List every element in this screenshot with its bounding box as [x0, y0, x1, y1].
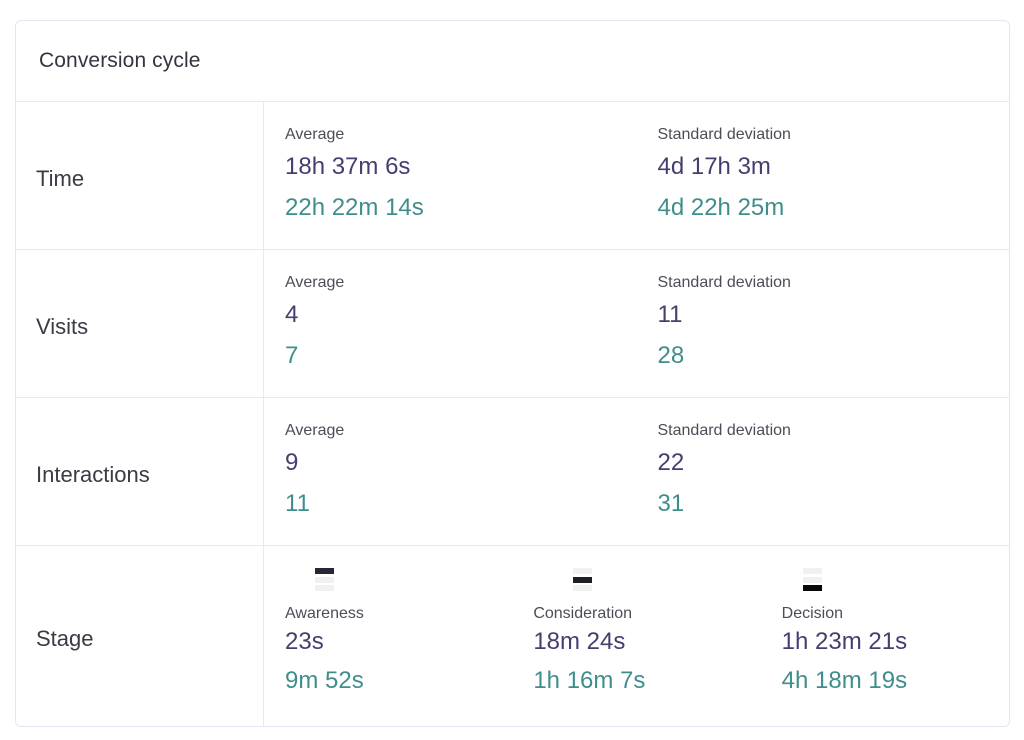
row-label-cell: Interactions — [16, 398, 264, 545]
metric-standard-deviation: Standard deviation 4d 17h 3m 4d 22h 25m — [637, 102, 1010, 249]
conversion-cycle-card: Conversion cycle Time Average 18h 37m 6s… — [15, 20, 1010, 727]
stage-secondary-value: 9m 52s — [285, 667, 364, 694]
metric-standard-deviation: Standard deviation 22 31 — [637, 398, 1010, 545]
funnel-stage-bottom-icon — [802, 568, 822, 591]
funnel-bar-top — [802, 568, 822, 574]
stage-primary-value: 1h 23m 21s — [781, 628, 908, 655]
row-label: Interactions — [36, 461, 150, 487]
card-title: Conversion cycle — [39, 49, 201, 72]
metric-secondary-value: 22h 22m 14s — [285, 194, 424, 221]
funnel-bar-middle — [314, 576, 334, 583]
stage-decision: Decision 1h 23m 21s 4h 18m 19s — [761, 546, 1009, 726]
row-label-cell: Visits — [16, 250, 264, 397]
row-content: Average 4 7 Standard deviation 11 28 — [264, 250, 1009, 397]
funnel-stage-middle-icon — [573, 568, 593, 591]
metric-primary-value: 11 — [657, 301, 683, 328]
funnel-bar-middle — [802, 576, 822, 583]
stage-head: Decision — [782, 568, 843, 623]
metric-label: Average — [285, 422, 345, 439]
metric-primary-value: 4d 17h 3m — [657, 153, 771, 180]
stage-secondary-value: 4h 18m 19s — [781, 667, 908, 694]
row-label: Stage — [36, 626, 94, 651]
table-row-time: Time Average 18h 37m 6s 22h 22m 14s Stan… — [16, 102, 1009, 250]
metric-primary-value: 9 — [285, 449, 299, 476]
metric-label: Average — [285, 126, 345, 143]
table-row-stage: Stage Awareness 23s 9m 52s — [16, 546, 1009, 726]
stage-name: Decision — [781, 605, 844, 622]
funnel-bar-middle — [573, 576, 593, 583]
table-row-visits: Visits Average 4 7 Standard deviation 11… — [16, 250, 1009, 398]
metric-primary-value: 22 — [657, 449, 685, 476]
metric-standard-deviation: Standard deviation 11 28 — [637, 250, 1010, 397]
funnel-bar-top — [314, 568, 334, 574]
row-content: Average 9 11 Standard deviation 22 31 — [264, 398, 1009, 545]
stage-head: Awareness — [285, 568, 364, 623]
card-header: Conversion cycle — [16, 21, 1009, 102]
row-label-cell: Time — [16, 102, 264, 249]
metric-average: Average 18h 37m 6s 22h 22m 14s — [264, 102, 637, 249]
row-label-cell: Stage — [16, 546, 264, 726]
stage-primary-value: 23s — [285, 628, 324, 655]
stage-consideration: Consideration 18m 24s 1h 16m 7s — [512, 546, 760, 726]
funnel-bar-bottom — [802, 585, 822, 591]
metric-average: Average 9 11 — [264, 398, 637, 545]
metric-label: Standard deviation — [657, 126, 791, 143]
metric-label: Average — [285, 274, 345, 291]
stage-primary-value: 18m 24s — [533, 628, 626, 655]
funnel-bar-top — [573, 568, 593, 574]
stage-head: Consideration — [533, 568, 632, 623]
row-content: Average 18h 37m 6s 22h 22m 14s Standard … — [264, 102, 1009, 249]
funnel-stage-top-icon — [314, 568, 334, 591]
funnel-bar-bottom — [573, 585, 593, 591]
metric-secondary-value: 28 — [657, 342, 685, 369]
row-label: Time — [36, 165, 85, 191]
metric-primary-value: 18h 37m 6s — [285, 153, 411, 180]
stage-name: Consideration — [533, 605, 633, 622]
metric-label: Standard deviation — [657, 274, 791, 291]
row-content: Awareness 23s 9m 52s Consideration 18m 2… — [264, 546, 1009, 726]
row-label: Visits — [36, 313, 89, 339]
metric-secondary-value: 4d 22h 25m — [657, 194, 785, 221]
metric-secondary-value: 7 — [285, 342, 299, 369]
metric-average: Average 4 7 — [264, 250, 637, 397]
table-row-interactions: Interactions Average 9 11 Standard devia… — [16, 398, 1009, 546]
stage-name: Awareness — [285, 605, 364, 622]
funnel-bar-bottom — [314, 585, 334, 591]
stage-secondary-value: 1h 16m 7s — [533, 667, 646, 694]
metric-primary-value: 4 — [285, 301, 299, 328]
metric-secondary-value: 11 — [285, 490, 310, 517]
metric-secondary-value: 31 — [657, 490, 685, 517]
metric-label: Standard deviation — [657, 422, 791, 439]
stage-awareness: Awareness 23s 9m 52s — [264, 546, 512, 726]
